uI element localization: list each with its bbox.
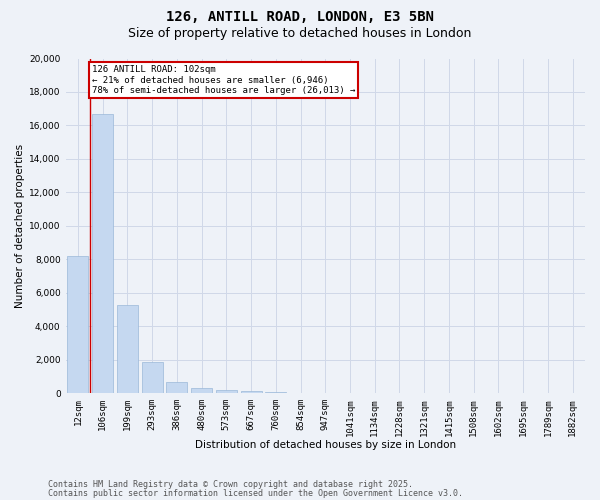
Bar [166, 382, 187, 394]
Bar [265, 392, 286, 394]
Text: Contains public sector information licensed under the Open Government Licence v3: Contains public sector information licen… [48, 489, 463, 498]
Bar [216, 390, 237, 394]
Text: 126, ANTILL ROAD, LONDON, E3 5BN: 126, ANTILL ROAD, LONDON, E3 5BN [166, 10, 434, 24]
Bar [241, 391, 262, 394]
Bar [92, 114, 113, 394]
Bar [191, 388, 212, 394]
Bar [117, 304, 138, 394]
Text: Contains HM Land Registry data © Crown copyright and database right 2025.: Contains HM Land Registry data © Crown c… [48, 480, 413, 489]
X-axis label: Distribution of detached houses by size in London: Distribution of detached houses by size … [195, 440, 456, 450]
Bar [142, 362, 163, 394]
Text: Size of property relative to detached houses in London: Size of property relative to detached ho… [128, 28, 472, 40]
Text: 126 ANTILL ROAD: 102sqm
← 21% of detached houses are smaller (6,946)
78% of semi: 126 ANTILL ROAD: 102sqm ← 21% of detache… [92, 65, 355, 95]
Y-axis label: Number of detached properties: Number of detached properties [15, 144, 25, 308]
Bar [67, 256, 88, 394]
